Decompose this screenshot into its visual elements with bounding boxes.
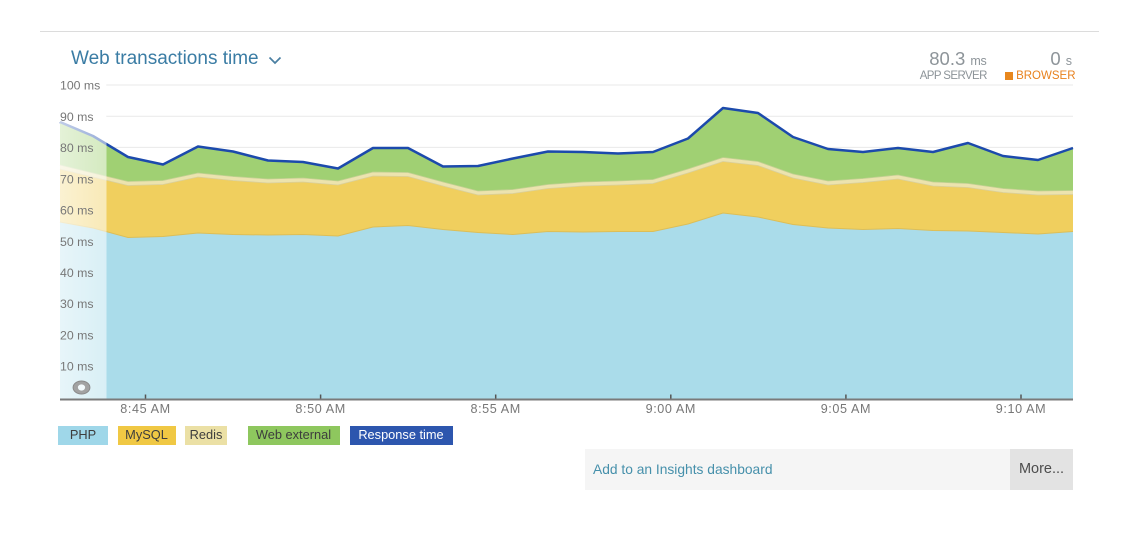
svg-text:90 ms: 90 ms <box>60 110 94 124</box>
svg-text:20 ms: 20 ms <box>60 329 94 343</box>
svg-text:8:50 AM: 8:50 AM <box>295 402 345 416</box>
svg-text:9:00 AM: 9:00 AM <box>646 402 696 416</box>
svg-text:8:45 AM: 8:45 AM <box>120 402 170 416</box>
svg-text:60 ms: 60 ms <box>60 204 94 218</box>
svg-text:9:05 AM: 9:05 AM <box>821 402 871 416</box>
svg-text:80 ms: 80 ms <box>60 141 94 155</box>
svg-text:8:55 AM: 8:55 AM <box>470 402 520 416</box>
svg-text:30 ms: 30 ms <box>60 297 94 311</box>
svg-text:100 ms: 100 ms <box>60 79 100 93</box>
svg-text:50 ms: 50 ms <box>60 235 94 249</box>
svg-text:70 ms: 70 ms <box>60 172 94 186</box>
svg-text:40 ms: 40 ms <box>60 266 94 280</box>
svg-text:10 ms: 10 ms <box>60 360 94 374</box>
svg-text:9:10 AM: 9:10 AM <box>996 402 1046 416</box>
